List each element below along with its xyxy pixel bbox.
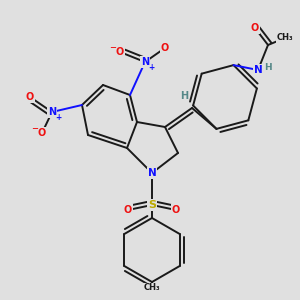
Text: H: H <box>180 91 188 101</box>
Text: CH₃: CH₃ <box>144 284 160 292</box>
Text: O: O <box>26 92 34 102</box>
Text: CH₃: CH₃ <box>277 34 293 43</box>
Text: N: N <box>254 65 262 75</box>
Text: O: O <box>172 205 180 215</box>
Text: N: N <box>141 57 149 67</box>
Text: S: S <box>148 200 156 210</box>
Text: +: + <box>55 112 61 122</box>
Text: O: O <box>124 205 132 215</box>
Text: O: O <box>251 23 259 33</box>
Text: N: N <box>48 107 56 117</box>
Text: −: − <box>32 124 38 134</box>
Text: +: + <box>148 62 154 71</box>
Text: −: − <box>110 44 116 52</box>
Text: O: O <box>38 128 46 138</box>
Text: H: H <box>264 64 272 73</box>
Text: O: O <box>116 47 124 57</box>
Text: O: O <box>161 43 169 53</box>
Text: N: N <box>148 168 156 178</box>
